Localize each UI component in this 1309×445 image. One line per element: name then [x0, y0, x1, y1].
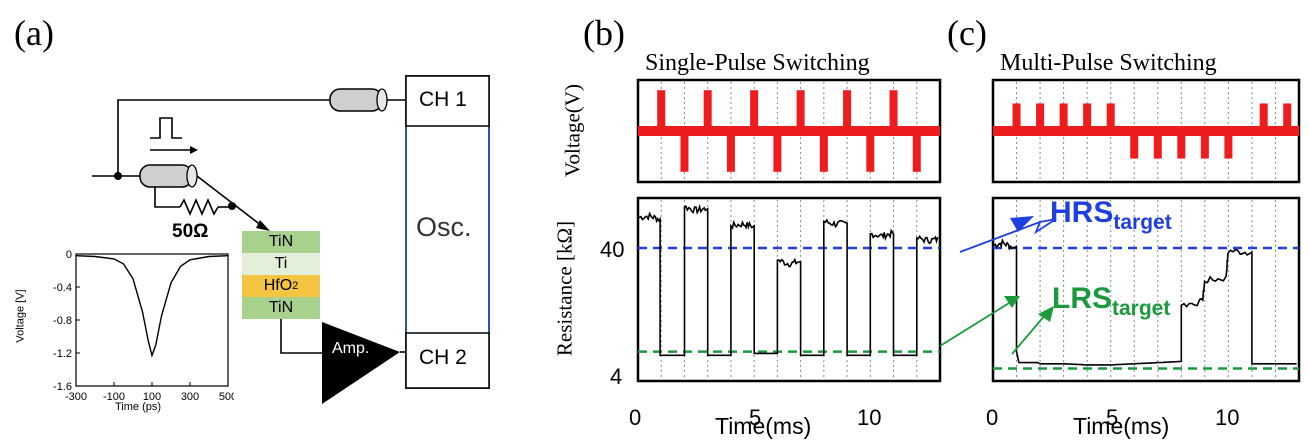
- ytick-4: 4: [610, 364, 623, 389]
- xtick-c-0: 0: [986, 405, 999, 430]
- pulse-8: [1200, 131, 1209, 159]
- pulse-7: [819, 131, 828, 172]
- inset-ytick-2: -0.8: [53, 315, 72, 327]
- frame-resistance-c: [991, 196, 1301, 383]
- inset-xtick-1: -100: [103, 391, 125, 403]
- xlabel-c: Time(ms): [1073, 413, 1170, 439]
- baseline-bar: [993, 126, 1299, 136]
- lrs-arrow-line-2: [1011, 313, 1047, 355]
- layer-hfo2: HfO 2: [242, 275, 320, 297]
- lrs-main: LRS: [1052, 282, 1112, 315]
- hrs-sub: target: [1113, 211, 1172, 234]
- resistance-trace: [637, 203, 939, 357]
- pulse-symbol: [150, 117, 182, 139]
- hrs-arrow-line: [959, 221, 1041, 253]
- pulse-5: [773, 131, 782, 172]
- pulse-0: [1012, 103, 1021, 131]
- ch1-box: [405, 75, 490, 127]
- lrs-target-label: LRStarget: [1052, 282, 1170, 321]
- pulse-3: [1083, 103, 1092, 131]
- xlabel-b: Time(ms): [715, 413, 812, 439]
- pulse-9: [866, 131, 875, 172]
- hrs-main: HRS: [1050, 196, 1114, 229]
- pulse-10: [889, 90, 898, 131]
- pulse-2: [703, 90, 712, 131]
- pulse-0: [657, 90, 666, 131]
- ch1-label: CH 1: [419, 88, 467, 111]
- resistor-label: 50Ω: [172, 221, 209, 242]
- pulse-3: [726, 131, 735, 172]
- amp-label: Amp.: [332, 340, 370, 357]
- pulse-6: [796, 90, 805, 131]
- pulse-9: [1224, 131, 1233, 159]
- inset-xtick-0: -300: [65, 391, 87, 403]
- xtick-b-5: 5: [749, 405, 762, 430]
- frame-resistance-b: [636, 196, 942, 383]
- pulse-10: [1259, 103, 1268, 131]
- node-left: [114, 172, 122, 180]
- xtick-b-0: 0: [629, 405, 642, 430]
- hrs-arrow-head-1: [1010, 216, 1034, 232]
- ch2-label: CH 2: [419, 346, 467, 369]
- panel-c-letter: (c): [947, 13, 987, 53]
- baseline-bar: [638, 126, 940, 136]
- pulse-11: [912, 131, 921, 172]
- inset-xtick-3: 300: [181, 391, 199, 403]
- amplifier: [322, 322, 400, 404]
- ytick-40: 40: [600, 237, 625, 262]
- hrs-target-label: HRStarget: [1050, 196, 1172, 235]
- wire-stack-amp: [280, 319, 328, 354]
- pulse-11: [1283, 103, 1292, 131]
- ch2-box: [405, 332, 490, 389]
- pulse-1: [1036, 103, 1045, 131]
- panel-b-letter: (b): [583, 13, 625, 53]
- layer-ti: Ti: [242, 253, 320, 275]
- xtick-c-10: 10: [1215, 405, 1240, 430]
- pulse-7: [1177, 131, 1186, 159]
- pulse-1: [680, 131, 689, 172]
- xtick-c-5: 5: [1106, 405, 1119, 430]
- inset-ytick-3: -1.2: [53, 348, 72, 360]
- layer-tin-top: TiN: [242, 231, 320, 253]
- inset-xlabel: Time (ps): [115, 401, 162, 413]
- pulse-4: [1106, 103, 1115, 131]
- wire-top: [117, 99, 330, 176]
- panel-c-title: Multi-Pulse Switching: [1000, 50, 1217, 76]
- panel-a-letter: (a): [14, 13, 54, 53]
- pulse-6: [1153, 131, 1162, 159]
- pulse-8: [843, 90, 852, 131]
- inset-plot: 0 -0.4 -0.8 -1.2 -1.6-300 -100 100 300 500: [53, 249, 234, 403]
- hrs-arrow-head-2: [1034, 218, 1057, 235]
- xtick-b-10: 10: [857, 405, 882, 430]
- inset-ytick-0: 0: [66, 249, 72, 261]
- pulse-4: [750, 90, 759, 131]
- pulse-2: [1059, 103, 1068, 131]
- inset-xtick-4: 500: [219, 391, 234, 403]
- resistor-50ohm: [179, 197, 219, 217]
- layer-tin-bottom: TiN: [242, 297, 320, 319]
- pulse-5: [1130, 131, 1139, 159]
- inset-pulse-curve: [75, 255, 229, 358]
- lrs-sub: target: [1112, 297, 1171, 320]
- inset-ytick-4: -1.6: [53, 381, 72, 393]
- inset-xtick-2: 100: [143, 391, 161, 403]
- osc-label: Osc.: [416, 212, 472, 242]
- inset-ytick-1: -0.4: [53, 282, 72, 294]
- panel-b-title: Single-Pulse Switching: [645, 50, 870, 76]
- resistance-trace: [992, 238, 1297, 366]
- lrs-arrow-line-1: [939, 299, 1015, 347]
